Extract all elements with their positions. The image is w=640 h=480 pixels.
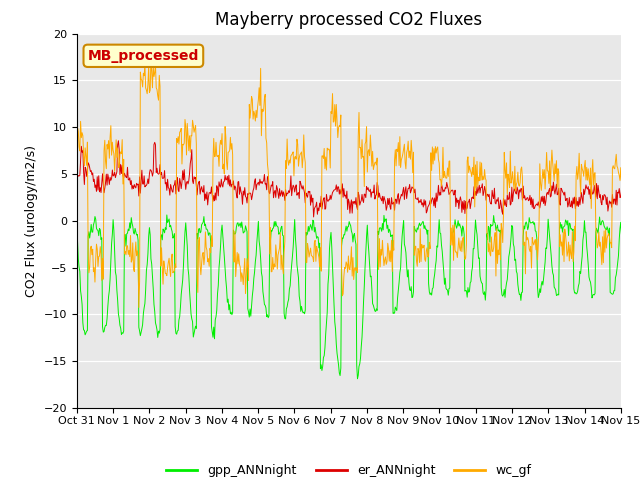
wc_gf [461,256,468,262]
Line: er_ANNnight: er_ANNnight [77,141,640,217]
gpp_ANNnight [428,292,435,298]
wc_gf [429,144,436,150]
wc_gf [300,132,308,138]
wc_gf [135,305,143,311]
gpp_ANNnight [141,300,148,306]
er_ANNnight [142,183,150,189]
er_ANNnight [299,183,307,189]
gpp_ANNnight [354,376,362,382]
er_ANNnight [277,191,285,196]
Title: Mayberry processed CO2 Fluxes: Mayberry processed CO2 Fluxes [215,11,483,29]
wc_gf [278,252,285,258]
gpp_ANNnight [298,308,306,313]
Text: MB_processed: MB_processed [88,49,199,63]
er_ANNnight [310,214,317,220]
gpp_ANNnight [276,229,284,235]
er_ANNnight [461,211,468,216]
Y-axis label: CO2 Flux (urology/m2/s): CO2 Flux (urology/m2/s) [25,145,38,297]
wc_gf [147,57,155,62]
Line: gpp_ANNnight: gpp_ANNnight [77,214,640,379]
er_ANNnight [73,168,81,173]
wc_gf [73,140,81,145]
wc_gf [249,116,257,122]
gpp_ANNnight [248,303,255,309]
Line: wc_gf: wc_gf [77,60,640,308]
wc_gf [142,85,150,91]
er_ANNnight [115,138,122,144]
gpp_ANNnight [73,222,81,228]
gpp_ANNnight [460,231,468,237]
er_ANNnight [248,192,256,198]
er_ANNnight [429,195,436,201]
Legend: gpp_ANNnight, er_ANNnight, wc_gf: gpp_ANNnight, er_ANNnight, wc_gf [161,459,536,480]
